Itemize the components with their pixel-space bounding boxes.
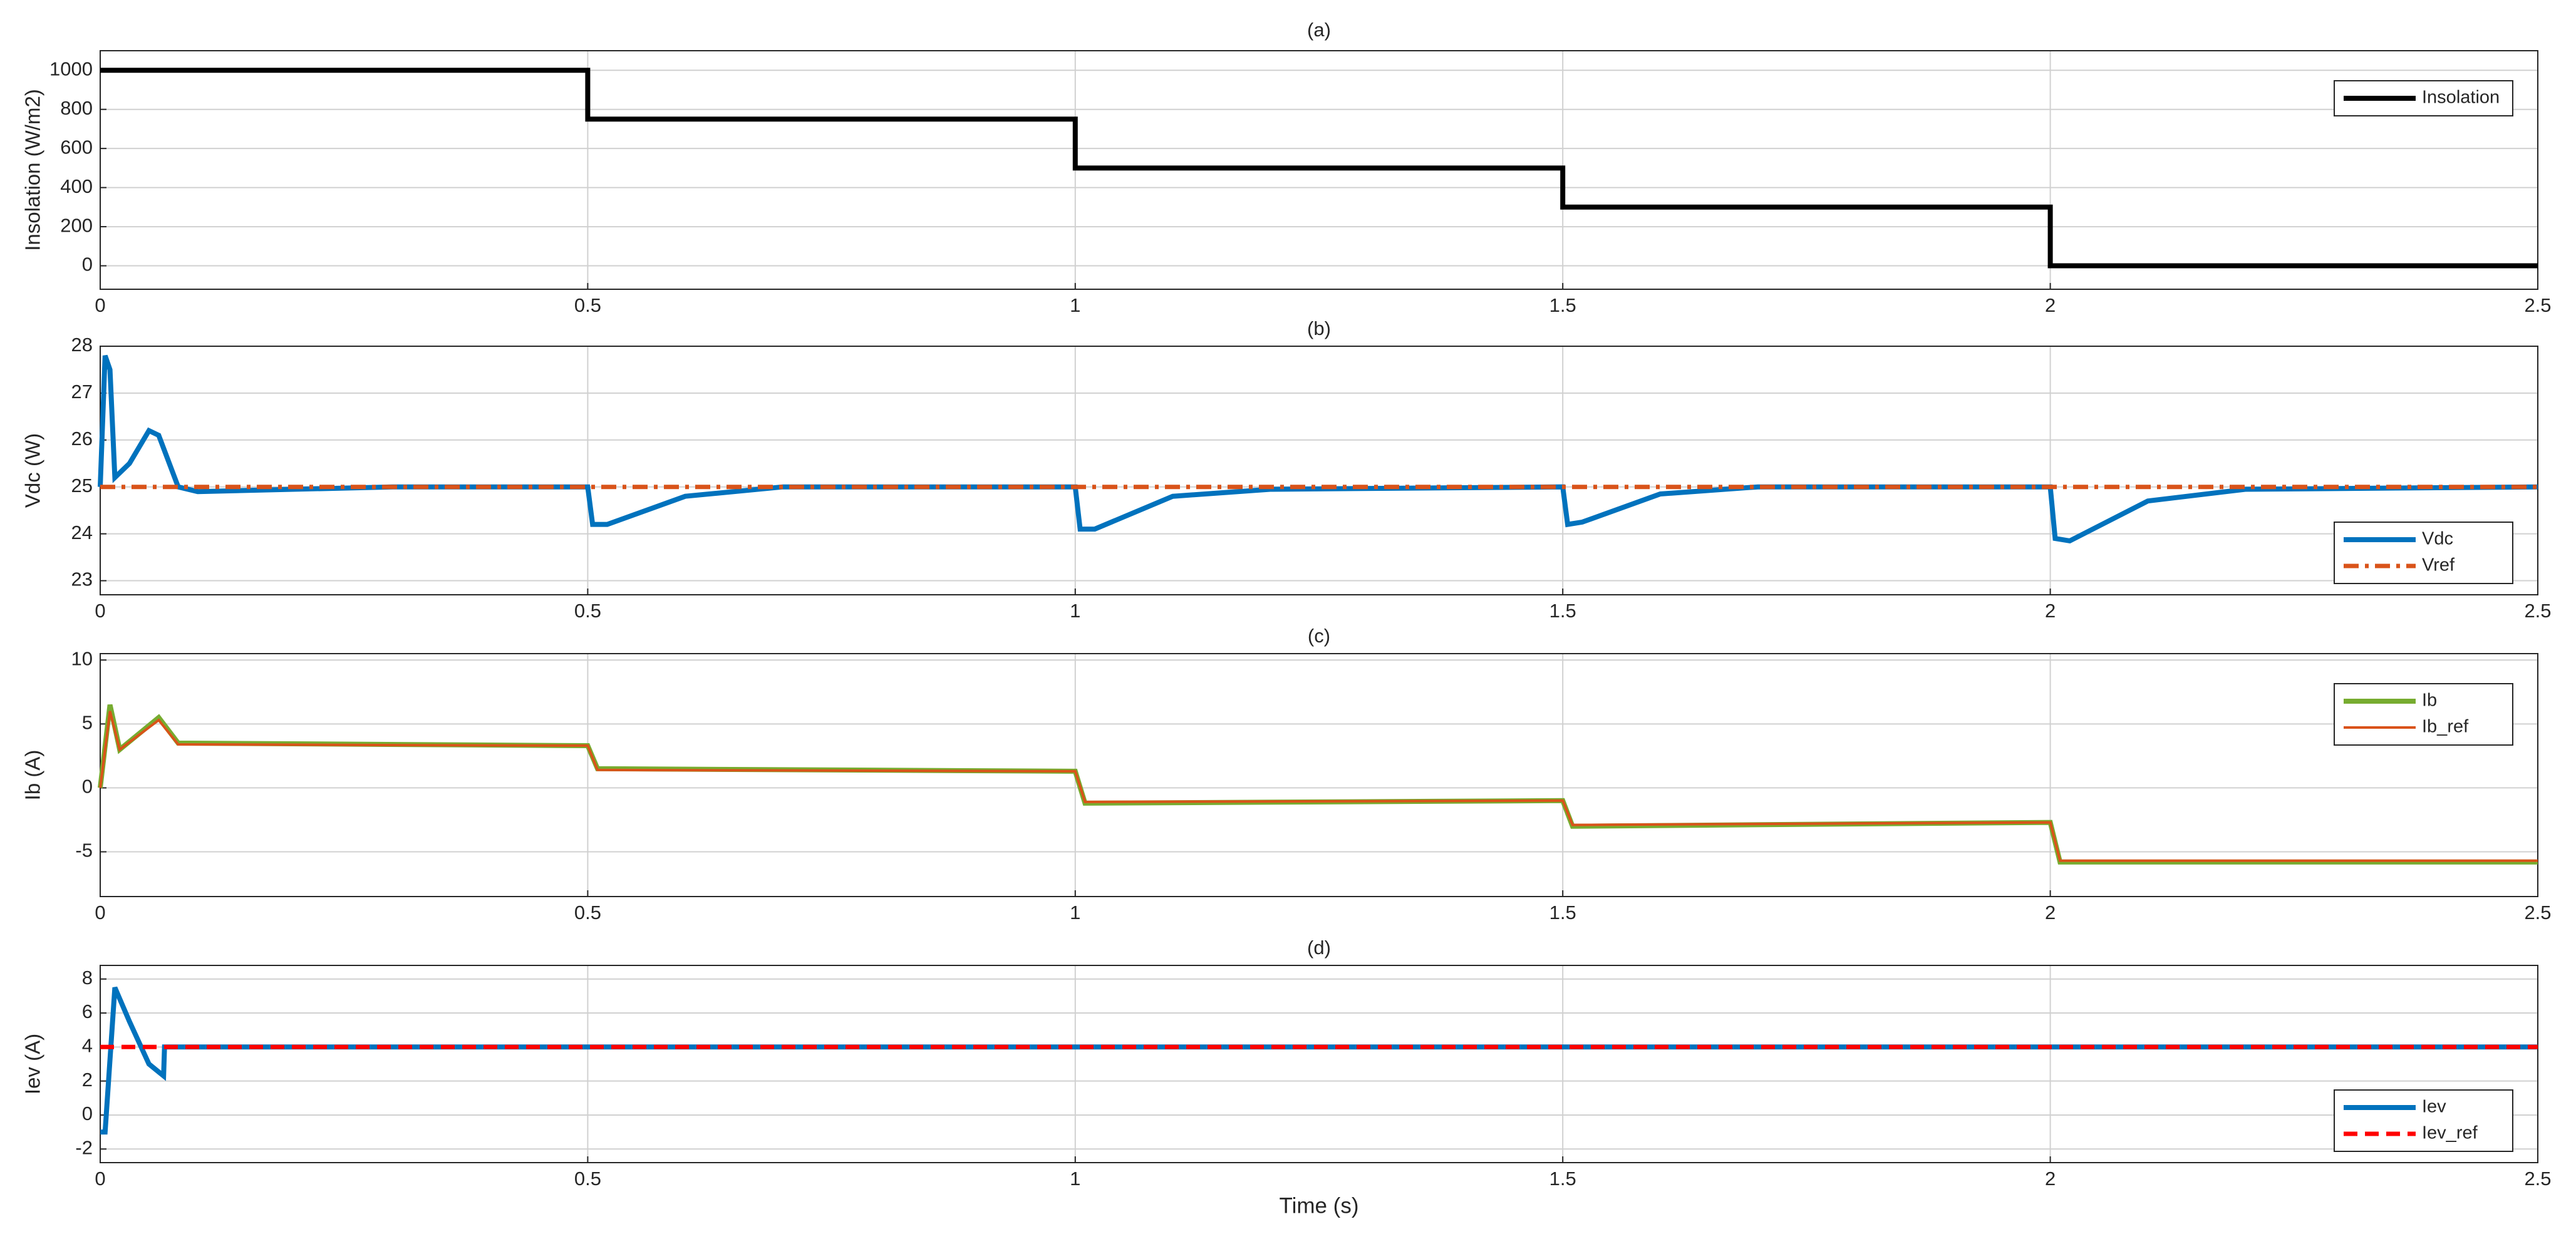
x-tick-label: 0 — [95, 600, 105, 622]
x-tick-label: 0.5 — [574, 902, 601, 923]
y-tick-label: 4 — [82, 1035, 93, 1057]
plot-area — [100, 654, 2538, 897]
y-tick-label: 27 — [71, 381, 93, 403]
x-tick-label: 2 — [2045, 1168, 2056, 1190]
chart-title: (a) — [1307, 19, 1331, 41]
x-tick-label: 0.5 — [574, 294, 601, 316]
x-tick-label: 2 — [2045, 600, 2056, 622]
x-tick-label: 1 — [1070, 902, 1080, 923]
x-tick-label: 1 — [1070, 294, 1080, 316]
legend-label: Iev — [2422, 1097, 2446, 1117]
x-tick-label: 1.5 — [1549, 1168, 1576, 1190]
x-tick-label: 1 — [1070, 1168, 1080, 1190]
legend-label: Vref — [2422, 555, 2455, 575]
x-tick-label: 1.5 — [1549, 600, 1576, 622]
y-tick-label: 400 — [60, 175, 93, 197]
y-tick-label: -5 — [75, 840, 93, 861]
x-tick-label: 0.5 — [574, 600, 601, 622]
y-tick-label: 23 — [71, 568, 93, 590]
legend-label: Insolation — [2422, 88, 2500, 108]
x-axis-label: Time (s) — [1279, 1193, 1358, 1218]
chart-title: (c) — [1308, 625, 1330, 647]
y-tick-label: 200 — [60, 214, 93, 236]
plot-area — [100, 346, 2538, 595]
legend-label: Vdc — [2422, 529, 2453, 549]
y-tick-label: 600 — [60, 136, 93, 158]
plot-frame — [100, 965, 2538, 1163]
y-axis-label: Insolation (W/m2) — [21, 89, 44, 251]
legend-box — [2334, 522, 2513, 584]
y-tick-label: 26 — [71, 428, 93, 450]
x-tick-label: 2 — [2045, 902, 2056, 923]
x-tick-label: 1.5 — [1549, 294, 1576, 316]
x-tick-label: 0 — [95, 294, 105, 316]
y-tick-label: 5 — [82, 712, 93, 734]
series-line — [99, 711, 2538, 862]
y-tick-label: 0 — [82, 776, 93, 798]
y-tick-label: 2 — [82, 1069, 93, 1091]
series-line — [100, 68, 2538, 269]
x-tick-label: 2 — [2045, 294, 2056, 316]
x-tick-label: 2.5 — [2524, 1168, 2551, 1190]
y-tick-label: 0 — [82, 254, 93, 275]
x-tick-label: 0 — [95, 1168, 105, 1190]
y-tick-label: -2 — [75, 1136, 93, 1158]
x-tick-label: 2.5 — [2524, 294, 2551, 316]
x-tick-label: 1 — [1070, 600, 1080, 622]
x-tick-label: 2.5 — [2524, 902, 2551, 923]
y-axis-label: Ib (A) — [21, 750, 44, 801]
y-tick-label: 1000 — [49, 58, 93, 80]
series-line — [100, 986, 2538, 1135]
y-axis-label: Iev (A) — [21, 1034, 44, 1094]
legend-label: Ib_ref — [2422, 717, 2469, 737]
y-tick-label: 0 — [82, 1103, 93, 1124]
y-tick-label: 6 — [82, 1000, 93, 1022]
y-tick-label: 24 — [71, 522, 93, 543]
x-tick-label: 2.5 — [2524, 600, 2551, 622]
plot-area — [100, 965, 2538, 1163]
x-tick-label: 0.5 — [574, 1168, 601, 1190]
plot-frame — [100, 50, 2538, 290]
y-tick-label: 28 — [71, 334, 93, 356]
y-tick-label: 10 — [71, 647, 93, 669]
y-tick-label: 800 — [60, 97, 93, 119]
chart-title: (b) — [1307, 317, 1331, 339]
x-tick-label: 1.5 — [1549, 902, 1576, 923]
legend-label: Ib — [2422, 691, 2437, 711]
x-tick-label: 0 — [95, 902, 105, 923]
y-tick-label: 8 — [82, 967, 93, 989]
legend-box — [2334, 1089, 2513, 1152]
legend-box — [2334, 683, 2513, 746]
chart-title: (d) — [1307, 937, 1331, 959]
y-tick-label: 25 — [71, 475, 93, 496]
legend-label: Iev_ref — [2422, 1123, 2478, 1143]
y-axis-label: Vdc (W) — [21, 433, 44, 508]
